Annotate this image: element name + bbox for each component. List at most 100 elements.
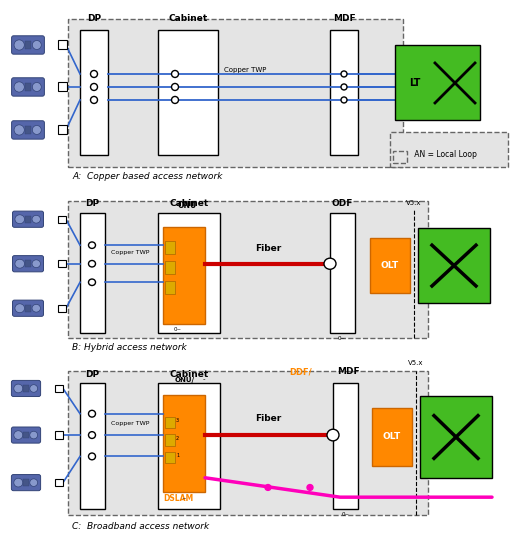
- Circle shape: [30, 385, 38, 392]
- Circle shape: [32, 83, 41, 92]
- FancyBboxPatch shape: [11, 474, 40, 490]
- Circle shape: [341, 97, 347, 103]
- Text: DP: DP: [85, 199, 99, 208]
- Text: DDF/: DDF/: [290, 367, 312, 376]
- FancyBboxPatch shape: [11, 121, 45, 139]
- Text: OLT: OLT: [381, 261, 399, 270]
- Text: 0~: 0~: [342, 512, 350, 517]
- Bar: [68, 19, 403, 167]
- Circle shape: [32, 304, 40, 312]
- FancyBboxPatch shape: [11, 78, 45, 96]
- Bar: [158, 30, 218, 155]
- Bar: [418, 228, 490, 303]
- Circle shape: [14, 125, 24, 135]
- Circle shape: [89, 411, 95, 417]
- Bar: [390, 132, 508, 167]
- Bar: [165, 261, 175, 274]
- Text: Copper TWP: Copper TWP: [111, 250, 149, 255]
- Bar: [55, 385, 63, 392]
- Circle shape: [15, 304, 24, 312]
- Text: LT: LT: [409, 78, 421, 88]
- Bar: [25, 126, 31, 134]
- Circle shape: [89, 431, 95, 438]
- Bar: [370, 238, 410, 293]
- Text: Cabinet: Cabinet: [169, 199, 209, 208]
- Text: 0~: 0~: [338, 336, 346, 341]
- Bar: [25, 216, 31, 222]
- Text: 2: 2: [176, 436, 179, 441]
- Bar: [80, 213, 105, 333]
- Bar: [58, 304, 66, 312]
- Bar: [165, 434, 175, 446]
- Bar: [55, 431, 63, 439]
- Text: A:  Copper based access network: A: Copper based access network: [72, 172, 223, 181]
- Circle shape: [341, 84, 347, 90]
- Circle shape: [171, 84, 179, 91]
- Text: ONU: ONU: [178, 201, 197, 210]
- Circle shape: [91, 84, 97, 91]
- Bar: [23, 385, 29, 392]
- Bar: [165, 281, 175, 294]
- Bar: [25, 305, 31, 312]
- Circle shape: [89, 242, 95, 248]
- Circle shape: [91, 96, 97, 103]
- Bar: [420, 396, 492, 478]
- Text: 0~: 0~: [174, 327, 182, 332]
- Bar: [68, 371, 428, 515]
- FancyBboxPatch shape: [11, 427, 40, 443]
- Bar: [158, 213, 220, 333]
- Circle shape: [89, 279, 95, 286]
- Circle shape: [89, 260, 95, 267]
- Circle shape: [30, 479, 38, 487]
- Circle shape: [32, 260, 40, 267]
- Bar: [58, 215, 66, 223]
- Circle shape: [171, 70, 179, 78]
- Bar: [80, 383, 105, 509]
- Text: MDF: MDF: [333, 14, 355, 23]
- Circle shape: [14, 478, 23, 487]
- Text: Cabinet: Cabinet: [169, 370, 209, 379]
- Bar: [165, 416, 175, 428]
- Text: Cabinet: Cabinet: [168, 14, 208, 23]
- Bar: [163, 227, 205, 324]
- Circle shape: [32, 41, 41, 49]
- Circle shape: [265, 485, 271, 490]
- Text: OLT: OLT: [383, 433, 401, 442]
- Bar: [25, 260, 31, 267]
- Text: Fiber: Fiber: [255, 414, 281, 423]
- Bar: [57, 41, 66, 49]
- Circle shape: [89, 453, 95, 460]
- Circle shape: [30, 431, 38, 439]
- Bar: [165, 451, 175, 463]
- FancyBboxPatch shape: [11, 36, 45, 54]
- Circle shape: [32, 125, 41, 135]
- Circle shape: [91, 70, 97, 78]
- Text: V5.x: V5.x: [408, 360, 424, 366]
- Text: V5.x: V5.x: [406, 200, 422, 206]
- Text: AN = Local Loop: AN = Local Loop: [400, 150, 477, 159]
- Circle shape: [327, 429, 339, 441]
- Bar: [165, 242, 175, 255]
- Text: B: Hybrid access network: B: Hybrid access network: [72, 344, 187, 353]
- Circle shape: [15, 215, 24, 224]
- Bar: [333, 383, 358, 509]
- Bar: [393, 151, 407, 163]
- Bar: [25, 41, 31, 49]
- FancyBboxPatch shape: [12, 256, 44, 272]
- Circle shape: [324, 258, 336, 269]
- Circle shape: [341, 71, 347, 77]
- Circle shape: [307, 485, 313, 490]
- Bar: [58, 260, 66, 267]
- FancyBboxPatch shape: [12, 211, 44, 227]
- FancyBboxPatch shape: [11, 381, 40, 397]
- Text: ODF: ODF: [332, 199, 353, 208]
- Bar: [372, 408, 412, 466]
- Text: ONU/: ONU/: [175, 377, 195, 383]
- Bar: [330, 30, 358, 155]
- Bar: [23, 431, 29, 438]
- Bar: [68, 200, 428, 338]
- Text: DSLAM: DSLAM: [163, 494, 193, 503]
- Text: ~: ~: [182, 496, 186, 501]
- Text: 3: 3: [176, 419, 179, 423]
- Bar: [163, 395, 205, 493]
